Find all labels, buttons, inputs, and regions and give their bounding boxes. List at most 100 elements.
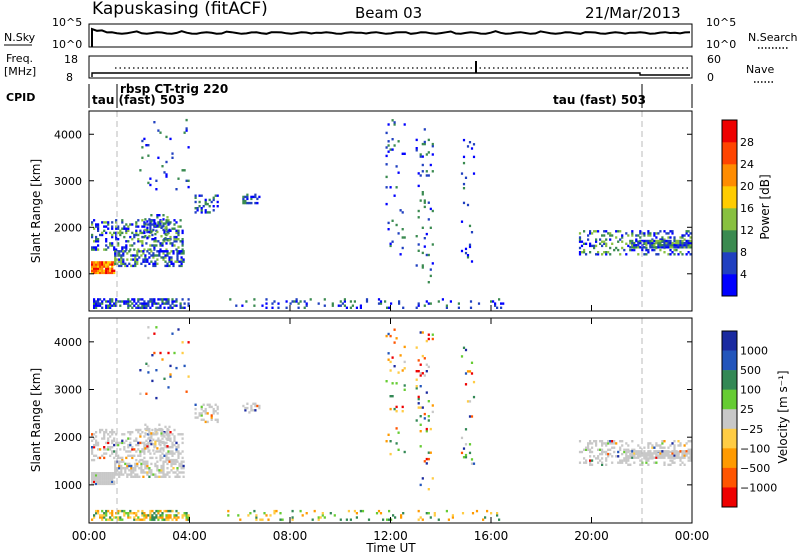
echo-cell	[502, 302, 505, 305]
echo-cell	[154, 239, 157, 242]
power-colorbar-segment	[722, 186, 737, 209]
echo-cell	[425, 462, 428, 465]
echo-cell	[120, 254, 123, 257]
echo-cell	[97, 302, 100, 305]
echo-cell	[265, 302, 268, 305]
echo-cell	[131, 431, 134, 434]
echo-cell	[149, 223, 152, 226]
echo-cell	[393, 341, 396, 344]
echo-cell	[331, 302, 334, 305]
echo-cell	[146, 425, 149, 429]
echo-cell	[126, 252, 129, 255]
freq-tick-high: 18	[64, 53, 78, 66]
echo-cell	[633, 241, 636, 245]
echo-cell	[417, 243, 420, 246]
echo-cell	[589, 459, 592, 462]
echo-cell	[472, 462, 476, 465]
echo-cell	[130, 258, 133, 261]
echo-cell	[464, 176, 468, 179]
echo-cell	[97, 229, 100, 232]
echo-cell	[173, 458, 176, 462]
echo-cell	[141, 448, 144, 451]
echo-cell	[667, 452, 670, 455]
echo-cell	[339, 518, 342, 521]
echo-cell	[109, 244, 112, 247]
echo-cell	[114, 262, 117, 265]
echo-cell	[185, 518, 188, 521]
echo-cell	[427, 218, 430, 221]
echo-cell	[419, 415, 422, 418]
echo-cell	[118, 254, 121, 257]
echo-cell	[162, 256, 165, 259]
echo-cell	[625, 459, 628, 462]
echo-cell	[386, 518, 389, 521]
echo-cell	[175, 298, 178, 301]
echo-cell	[101, 233, 104, 237]
echo-cell	[398, 302, 401, 305]
echo-cell	[177, 328, 180, 331]
echo-cell	[291, 300, 294, 303]
echo-cell	[669, 456, 672, 459]
echo-cell	[131, 302, 134, 305]
echo-cell	[427, 337, 430, 341]
echo-cell	[146, 258, 149, 261]
echo-cell	[162, 250, 165, 253]
echo-cell	[173, 437, 176, 440]
echo-cell	[103, 480, 106, 483]
echo-cell	[93, 443, 96, 447]
echo-cell	[164, 256, 167, 259]
echo-cell	[105, 300, 108, 303]
echo-cell	[178, 252, 181, 255]
echo-cell	[181, 238, 184, 241]
echo-cell	[129, 450, 132, 453]
power-colorbar-label: Power [dB]	[758, 174, 772, 239]
echo-cell	[121, 219, 124, 222]
echo-cell	[615, 442, 618, 445]
velocity-colorbar-segment	[722, 331, 737, 351]
echo-cell	[159, 242, 162, 245]
echo-cell	[653, 242, 656, 245]
echo-cell	[425, 391, 428, 394]
echo-cell	[150, 469, 153, 472]
echo-cell	[258, 195, 261, 199]
echo-cell	[95, 472, 98, 475]
echo-cell	[156, 469, 159, 472]
echo-cell	[212, 412, 215, 415]
echo-cell	[641, 454, 644, 457]
echo-cell	[109, 480, 112, 483]
echo-cell	[393, 144, 396, 147]
echo-cell	[415, 387, 418, 390]
echo-cell	[139, 169, 142, 172]
echo-cell	[91, 518, 94, 521]
echo-cell	[605, 242, 608, 245]
echo-cell	[120, 469, 123, 472]
echo-cell	[101, 437, 104, 440]
echo-cell	[466, 256, 470, 259]
echo-cell	[109, 300, 112, 303]
echo-cell	[468, 443, 472, 446]
echo-cell	[663, 461, 666, 464]
echo-cell	[128, 469, 131, 472]
echo-cell	[617, 248, 620, 252]
echo-cell	[154, 260, 157, 263]
echo-cell	[578, 240, 582, 243]
echo-cell	[109, 261, 112, 264]
echo-cell	[389, 360, 392, 364]
echo-cell	[631, 234, 634, 237]
echo-cell	[389, 244, 392, 248]
echo-cell	[387, 123, 390, 126]
echo-cell	[147, 371, 150, 374]
echo-cell	[415, 378, 418, 381]
velocity-colorbar-segment	[722, 448, 737, 469]
echo-cell	[91, 269, 94, 272]
echo-cell	[498, 298, 501, 301]
echo-cell	[157, 512, 160, 515]
echo-cell	[111, 298, 114, 301]
echo-cell	[667, 232, 670, 235]
echo-cell	[123, 512, 126, 515]
echo-cell	[475, 509, 479, 513]
echo-cell	[159, 304, 162, 307]
echo-cell	[621, 459, 624, 462]
echo-cell	[685, 244, 688, 247]
echo-cell	[149, 518, 152, 521]
